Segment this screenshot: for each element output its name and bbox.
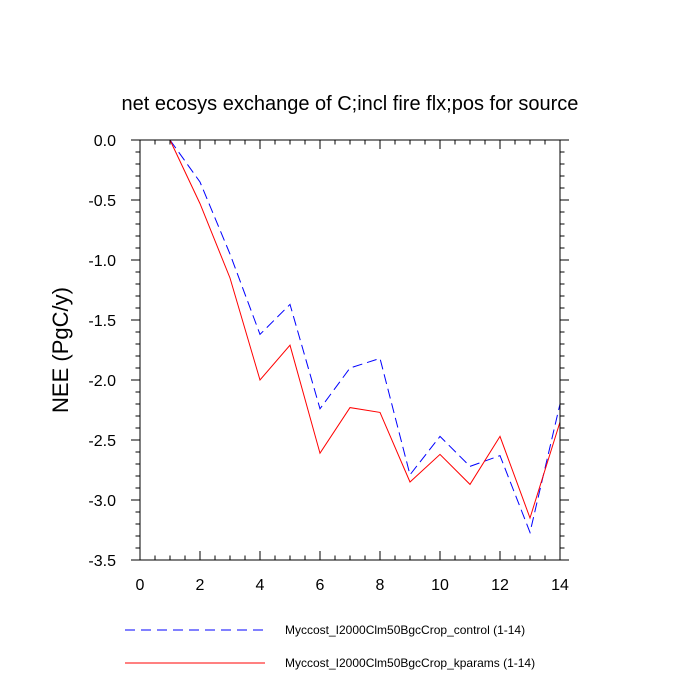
legend-label-1: Myccost_I2000Clm50BgcCrop_control (1-14): [285, 623, 525, 637]
plot-frame: [139, 139, 561, 561]
series-layer: [169, 139, 561, 535]
x-tick-label: 4: [256, 577, 265, 594]
y-tick-label: -3.0: [88, 493, 116, 510]
x-tick-label: 0: [136, 577, 145, 594]
x-tick-label: 14: [551, 577, 569, 594]
series-line-1: [169, 139, 561, 535]
y-tick-label: 0.0: [94, 133, 116, 150]
x-tick-label: 8: [376, 577, 385, 594]
x-tick-label: 12: [491, 577, 509, 594]
y-tick-label: -0.5: [88, 193, 116, 210]
axes-layer: 0 2 4 6 8 10 12 14 0.0 -0.5 -1.0 -1.5 -2.0 -2.5 -3.0 -3…: [88, 133, 569, 594]
y-tick-label: -3.5: [88, 553, 116, 570]
x-tick-label: 10: [431, 577, 449, 594]
chart-title: net ecosys exchange of C;incl fire flx;p…: [122, 93, 579, 115]
legend-label-2: Myccost_I2000Clm50BgcCrop_kparams (1-14): [285, 656, 535, 670]
x-tick-label: 6: [316, 577, 325, 594]
y-tick-label: -1.5: [88, 313, 116, 330]
x-tick-label: 2: [196, 577, 205, 594]
y-tick-label: -1.0: [88, 253, 116, 270]
y-tick-label: -2.5: [88, 433, 116, 450]
legend: Myccost_I2000Clm50BgcCrop_control (1-14)…: [125, 623, 535, 670]
y-axis-label: NEE (PgC/y): [48, 287, 73, 413]
y-tick-label: -2.0: [88, 373, 116, 390]
series-line-2: [169, 139, 561, 520]
